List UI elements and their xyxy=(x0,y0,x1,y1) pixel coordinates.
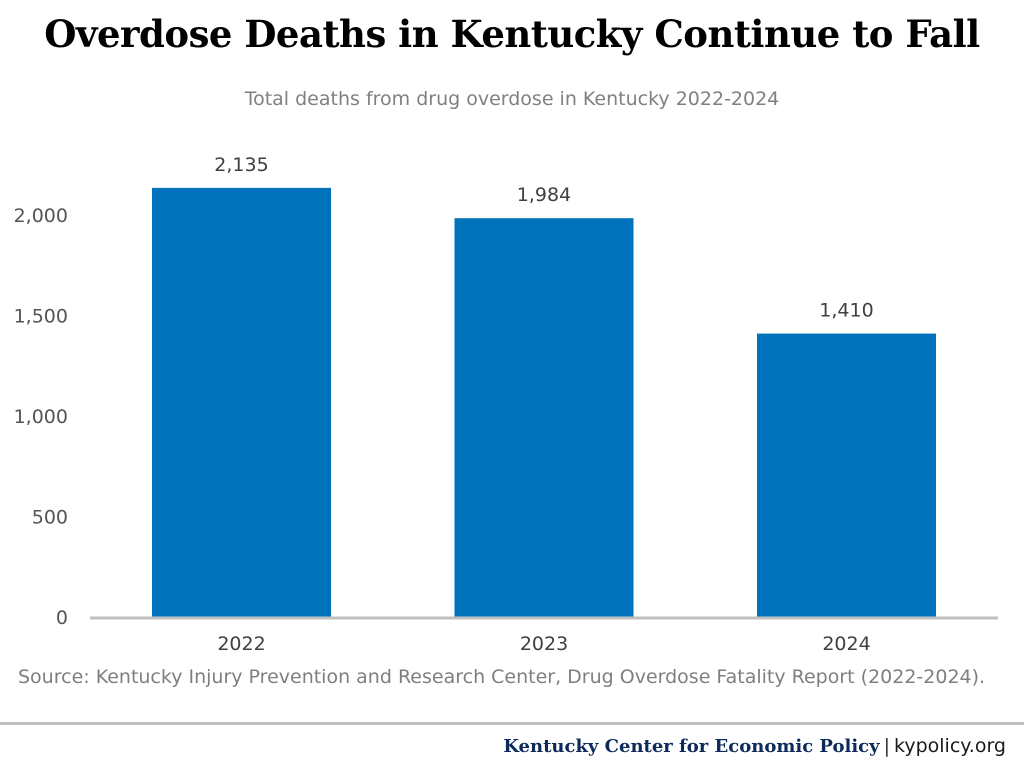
y-tick-label: 1,000 xyxy=(14,406,68,428)
bar-2022 xyxy=(152,187,331,618)
footer-divider xyxy=(0,722,1024,725)
data-label: 1,984 xyxy=(517,184,571,206)
data-label: 1,410 xyxy=(819,300,873,322)
x-tick-label: 2023 xyxy=(520,633,568,655)
footer-org: Kentucky Center for Economic Policy xyxy=(503,736,880,757)
chart-title: Overdose Deaths in Kentucky Continue to … xyxy=(44,12,980,56)
bar-2023 xyxy=(454,218,634,617)
y-tick-label: 1,500 xyxy=(14,306,68,328)
x-tick-label: 2024 xyxy=(822,633,870,655)
source-note: Source: Kentucky Injury Prevention and R… xyxy=(18,666,986,688)
footer-url[interactable]: kypolicy.org xyxy=(894,735,1006,757)
footer-separator: | xyxy=(883,735,890,757)
y-tick-label: 0 xyxy=(56,607,68,629)
data-label: 2,135 xyxy=(214,154,268,176)
chart-subtitle: Total deaths from drug overdose in Kentu… xyxy=(244,88,780,110)
bar-2024 xyxy=(757,333,936,617)
y-tick-label: 2,000 xyxy=(14,205,68,227)
y-tick-label: 500 xyxy=(32,507,68,529)
x-tick-label: 2022 xyxy=(217,633,265,655)
footer: Kentucky Center for Economic Policy | kypo… xyxy=(503,735,1006,757)
